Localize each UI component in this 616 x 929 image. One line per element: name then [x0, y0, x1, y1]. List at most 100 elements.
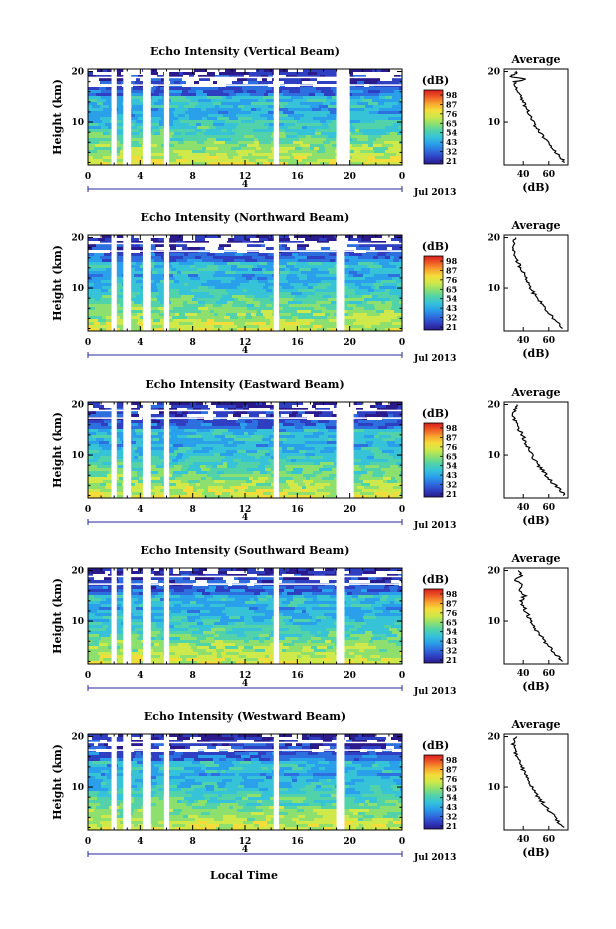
heatmap-cell	[165, 465, 174, 468]
heatmap-cell	[322, 325, 328, 328]
heatmap-cell	[234, 238, 246, 241]
heatmap-cell	[282, 616, 292, 619]
heatmap-cell	[400, 492, 402, 495]
heatmap-cell	[125, 117, 138, 120]
heatmap-cell	[131, 268, 135, 271]
heatmap-cell	[256, 108, 261, 111]
colorbar	[423, 89, 444, 165]
heatmap-cell	[95, 441, 99, 444]
heatmap-cell	[359, 129, 371, 132]
heatmap-cell	[159, 438, 168, 441]
heatmap-cell	[255, 743, 266, 746]
heatmap-cell	[300, 90, 315, 93]
heatmap-cell	[228, 111, 239, 114]
heatmap-cell	[334, 462, 339, 465]
heatmap-cell	[400, 75, 402, 78]
heatmap-cell	[198, 286, 208, 289]
data-gap	[163, 69, 170, 165]
heatmap-cell	[373, 147, 388, 150]
heatmap-cell	[304, 265, 316, 268]
heatmap-cell	[227, 637, 240, 640]
heatmap-cell	[370, 462, 382, 465]
heatmap-cell	[291, 96, 303, 99]
heatmap-cell	[211, 601, 215, 604]
heatmap-cell	[353, 75, 366, 78]
heatmap-cell	[309, 737, 321, 740]
heatmap-cell	[114, 129, 127, 132]
heatmap-cell	[349, 652, 354, 655]
heatmap-cell	[236, 483, 241, 486]
heatmap-cell	[298, 637, 304, 640]
heatmap-cell	[283, 619, 289, 622]
heatmap-cell	[380, 622, 394, 625]
heatmap-cell	[374, 477, 383, 480]
heatmap-cell	[225, 120, 236, 123]
heatmap-cell	[276, 313, 291, 316]
heatmap-cell	[202, 129, 206, 132]
heatmap-cell	[158, 447, 163, 450]
heatmap-cell	[201, 289, 215, 292]
heatmap-cell	[289, 628, 301, 631]
heatmap-cell	[262, 580, 273, 583]
heatmap-cell	[185, 459, 190, 462]
heatmap-cell	[316, 616, 326, 619]
heatmap-cell	[266, 322, 270, 325]
heatmap-cell	[228, 408, 236, 411]
heatmap-cell	[163, 453, 177, 456]
heatmap-cell	[255, 456, 260, 459]
heatmap-cell	[199, 111, 207, 114]
heatmap-cell	[357, 102, 368, 105]
heatmap-cell	[236, 574, 247, 577]
heatmap-cell	[233, 414, 241, 417]
heatmap-cell	[318, 420, 329, 423]
heatmap-cell	[160, 129, 165, 132]
heatmap-cell	[325, 640, 331, 643]
heatmap-cell	[317, 72, 327, 75]
heatmap-cell	[242, 734, 257, 737]
heatmap-cell	[148, 301, 160, 304]
heatmap-cell	[400, 274, 402, 277]
heatmap-cell	[293, 649, 302, 652]
heatmap-cell	[347, 244, 359, 247]
heatmap-cell	[311, 420, 318, 423]
heatmap-cell	[102, 622, 108, 625]
heatmap-cell	[212, 316, 224, 319]
heatmap-cell	[132, 105, 137, 108]
heatmap-cell	[216, 153, 227, 156]
heatmap-cell	[114, 159, 122, 162]
heatmap-cell	[217, 465, 227, 468]
heatmap-cell	[164, 153, 178, 156]
heatmap-cell	[180, 120, 192, 123]
heatmap-cell	[285, 462, 299, 465]
heatmap-cell	[236, 631, 244, 634]
heatmap-cell	[173, 307, 184, 310]
colorbar-label: 65	[446, 284, 457, 294]
date-label: Jul 2013	[413, 521, 456, 531]
heatmap-cell	[260, 764, 274, 767]
heatmap-cell	[120, 328, 126, 331]
heatmap-cell	[263, 486, 273, 489]
heatmap-cell	[398, 126, 402, 129]
heatmap-cell	[191, 646, 197, 649]
heatmap-cell	[348, 313, 353, 316]
heatmap-cell	[386, 634, 397, 637]
heatmap-cell	[128, 580, 143, 583]
heatmap-cell	[249, 477, 253, 480]
heatmap-cell	[207, 280, 212, 283]
heatmap-cell	[270, 298, 274, 301]
heatmap-cell	[234, 438, 244, 441]
heatmap-cell	[212, 423, 225, 426]
heatmap-cell	[373, 301, 381, 304]
heatmap-cell	[315, 465, 323, 468]
heatmap-cell	[130, 235, 134, 238]
heatmap-cell	[189, 604, 196, 607]
heatmap-cell	[295, 123, 308, 126]
heatmap-cell	[172, 426, 178, 429]
heatmap-cell	[249, 126, 254, 129]
heatmap-cell	[343, 268, 354, 271]
data-gap	[123, 69, 132, 165]
heatmap-cell	[278, 111, 283, 114]
heatmap-cell	[312, 586, 318, 589]
heatmap-cell	[130, 156, 136, 159]
heatmap-cell	[251, 289, 266, 292]
